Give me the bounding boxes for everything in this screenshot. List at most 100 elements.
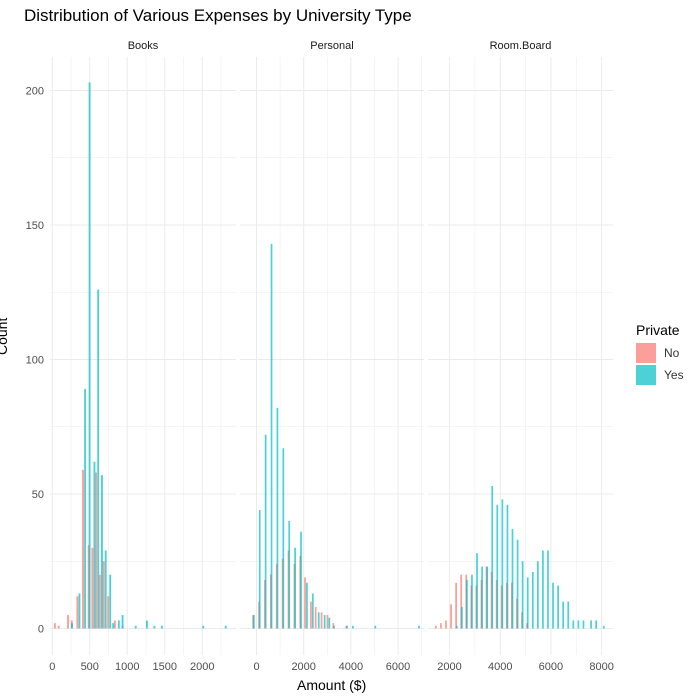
legend: Private No Yes	[636, 322, 684, 386]
bar-no	[95, 472, 98, 629]
legend-title: Private	[636, 322, 680, 338]
bar-yes	[78, 593, 81, 629]
x-tick-label: 6000	[539, 661, 563, 673]
bar-no	[82, 469, 84, 629]
bar-yes	[471, 574, 473, 629]
bar-no	[113, 620, 116, 629]
y-tick-label: 50	[32, 489, 44, 501]
bar-yes	[84, 389, 87, 629]
bar-yes	[328, 617, 331, 629]
bar-yes	[516, 539, 519, 629]
bar-yes	[300, 531, 302, 629]
bar-no	[445, 620, 447, 629]
bar-yes	[590, 620, 592, 629]
bar-yes	[595, 620, 598, 629]
bar-yes	[521, 561, 524, 629]
bar-no	[455, 582, 457, 629]
legend-label-no: No	[664, 346, 680, 360]
x-tick-label: 500	[81, 661, 99, 673]
bar-no	[450, 604, 452, 629]
bar-yes	[418, 625, 420, 629]
bar-no	[98, 574, 101, 629]
x-tick-label: 1000	[115, 661, 139, 673]
bar-no	[460, 574, 463, 629]
chart-title: Distribution of Various Expenses by Univ…	[24, 6, 412, 25]
bar-yes	[202, 625, 205, 629]
bar-yes	[374, 625, 377, 629]
bar-yes	[101, 475, 103, 629]
bar-yes	[491, 485, 494, 629]
bar-yes	[542, 550, 544, 629]
bar-yes	[93, 461, 96, 629]
bar-yes	[88, 82, 91, 629]
bar-yes	[506, 504, 509, 629]
legend-label-yes: Yes	[664, 368, 684, 382]
x-tick-label: 2000	[291, 661, 315, 673]
bar-no	[102, 561, 105, 629]
legend-item-yes: Yes	[636, 364, 684, 386]
bar-yes	[572, 620, 575, 629]
bar-no	[76, 596, 79, 629]
bar-yes	[511, 528, 514, 629]
bar-no	[320, 612, 323, 629]
bar-yes	[526, 577, 529, 629]
bar-yes	[306, 582, 308, 629]
bar-yes	[496, 504, 499, 629]
bar-yes	[531, 572, 534, 629]
bar-yes	[352, 625, 354, 629]
bar-yes	[270, 243, 273, 629]
y-tick-label: 150	[26, 220, 44, 232]
facet-strip-label: Room.Board	[490, 40, 552, 52]
bar-yes	[602, 625, 605, 629]
bar-yes	[547, 550, 549, 629]
bar-yes	[294, 547, 296, 629]
bar-yes	[476, 553, 478, 629]
y-tick-label: 100	[26, 355, 44, 367]
bar-yes	[466, 580, 468, 629]
x-tick-label: 8000	[589, 661, 613, 673]
bar-yes	[282, 448, 285, 629]
bar-yes	[146, 620, 148, 629]
bar-no	[57, 625, 60, 629]
bar-yes	[134, 625, 137, 629]
bar-yes	[567, 601, 570, 629]
bar-no	[53, 623, 56, 629]
x-tick-label: 6000	[386, 661, 410, 673]
facet-strip-label: Books	[128, 40, 159, 52]
bar-yes	[317, 612, 320, 629]
bar-yes	[562, 601, 565, 629]
x-axis-label: Amount ($)	[297, 677, 367, 693]
bar-no	[310, 601, 312, 629]
legend-item-no: No	[636, 342, 684, 364]
bar-yes	[104, 550, 107, 629]
y-tick-label: 0	[38, 624, 44, 636]
legend-swatch-no	[636, 343, 656, 363]
bar-no	[304, 577, 306, 629]
bar-yes	[501, 499, 504, 629]
bar-yes	[311, 593, 314, 629]
bar-yes	[153, 625, 156, 629]
bar-yes	[264, 434, 267, 629]
bar-yes	[121, 615, 124, 629]
bar-yes	[97, 289, 100, 629]
bar-yes	[117, 620, 120, 629]
bar-no	[434, 625, 437, 629]
bar-yes	[577, 620, 580, 629]
bar-yes	[109, 574, 112, 629]
bar-no	[67, 615, 69, 629]
legend-swatch-yes	[636, 365, 656, 385]
bar-no	[440, 623, 442, 629]
x-tick-label: 0	[49, 661, 55, 673]
x-tick-label: 2000	[437, 661, 461, 673]
bar-yes	[288, 520, 291, 629]
bar-yes	[71, 623, 73, 629]
bar-yes	[258, 510, 261, 629]
bar-yes	[460, 606, 463, 629]
bar-yes	[323, 615, 326, 629]
bar-no	[107, 596, 110, 629]
bar-no	[314, 606, 317, 629]
x-tick-label: 2000	[190, 661, 214, 673]
bar-yes	[346, 625, 348, 629]
bar-yes	[276, 407, 279, 629]
